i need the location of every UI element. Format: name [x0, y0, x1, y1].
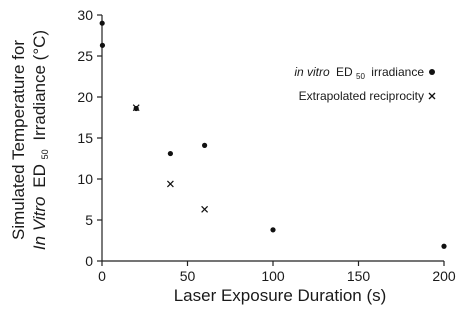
legend: in vitro ED 50 irradiance Extrapolated r…	[294, 65, 436, 103]
y-tick-label: 15	[77, 130, 93, 146]
data-point-in-vitro	[202, 142, 208, 148]
y-axis-title-post: Irradiance (°C)	[30, 30, 49, 141]
x-axis-title: Laser Exposure Duration (s)	[174, 286, 387, 305]
x-tick-label: 200	[432, 268, 456, 284]
y-tick-label: 0	[85, 253, 93, 269]
legend-in-vitro-italic: in vitro	[294, 65, 330, 79]
x-tick-label: 50	[180, 268, 196, 284]
legend-marker-dot	[429, 69, 435, 75]
data-point-extrapolated	[166, 180, 174, 188]
y-axis-title-italic: In Vitro	[30, 197, 49, 251]
data-point-extrapolated	[201, 205, 209, 213]
data-point-in-vitro	[270, 227, 276, 233]
data-point-in-vitro	[99, 42, 106, 48]
x-tick-label: 0	[98, 268, 106, 284]
data-point-in-vitro	[441, 243, 447, 249]
y-tick-label: 10	[77, 171, 93, 187]
data-point-in-vitro	[167, 150, 173, 157]
y-axis-title: Simulated Temperature for In Vitro ED 50…	[9, 30, 52, 250]
legend-in-vitro-ed: ED	[336, 65, 353, 79]
y-tick-group: 0 5 10 15 20 25 30	[77, 7, 102, 269]
data-points	[99, 20, 447, 249]
x-tick-label: 100	[261, 268, 285, 284]
x-tick-group: 0 50 100 150 200	[98, 261, 456, 284]
y-axis-title-line1: Simulated Temperature for	[9, 40, 28, 240]
legend-in-vitro-sub: 50	[356, 72, 365, 81]
y-tick-label: 30	[77, 7, 93, 23]
legend-in-vitro-post: irradiance	[371, 65, 424, 79]
y-tick-label: 25	[77, 48, 93, 64]
y-tick-label: 5	[85, 212, 93, 228]
y-axis-title-sub: 50	[40, 149, 50, 159]
legend-marker-x	[428, 92, 436, 100]
legend-label-extrapolated: Extrapolated reciprocity	[299, 89, 424, 103]
y-tick-label: 20	[77, 89, 93, 105]
y-axis-title-ed: ED	[30, 164, 49, 188]
y-axis-title-line2: In Vitro ED 50 Irradiance (°C)	[30, 30, 52, 250]
x-tick-label: 150	[347, 268, 371, 284]
data-point-in-vitro	[99, 20, 105, 26]
data-point-extrapolated	[132, 104, 140, 112]
legend-label-in-vitro: in vitro ED 50 irradiance	[294, 65, 424, 82]
